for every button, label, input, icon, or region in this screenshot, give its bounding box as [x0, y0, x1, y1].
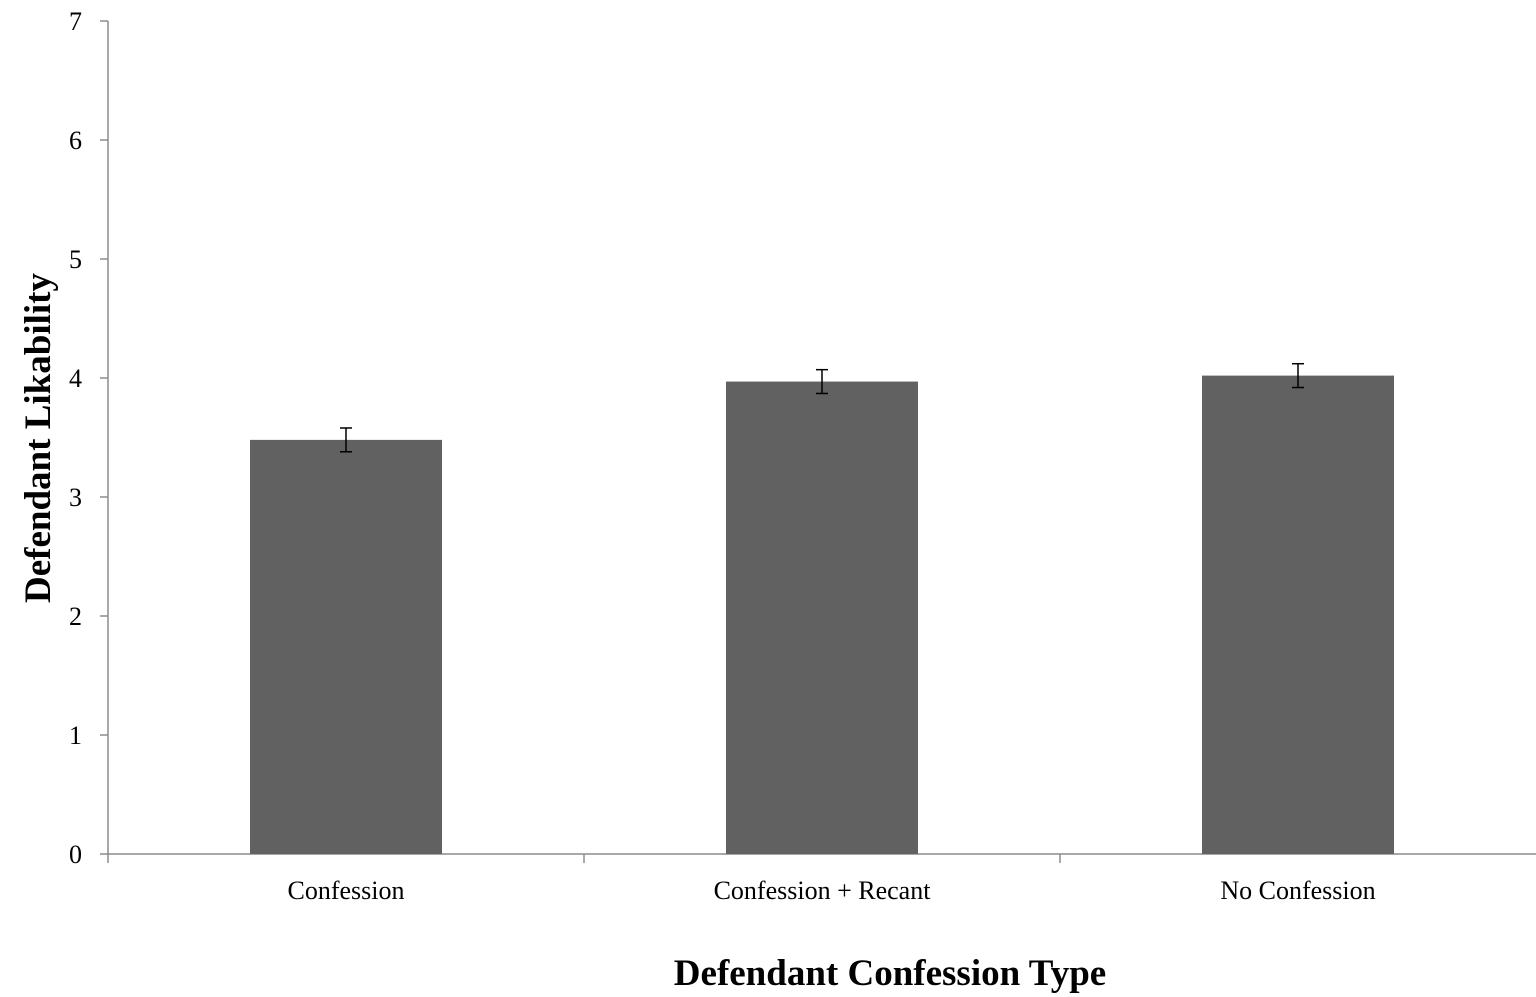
y-tick-label: 4 [69, 364, 82, 393]
y-ticks: 0 1 2 3 4 5 6 7 [69, 7, 108, 869]
y-tick-label: 0 [69, 840, 82, 869]
x-axis: Confession Confession + Recant No Confessi… [107, 853, 1536, 905]
error-bars [340, 362, 1304, 453]
y-tick-label: 2 [69, 602, 82, 631]
error-bar [1292, 362, 1304, 389]
error-bar [340, 427, 352, 453]
bars [250, 375, 1394, 854]
bar [1202, 375, 1394, 854]
y-tick-label: 5 [69, 245, 82, 274]
y-axis: 0 1 2 3 4 5 6 7 [69, 7, 109, 869]
y-tick-label: 3 [69, 483, 82, 512]
x-axis-title: Defendant Confession Type [674, 953, 1106, 994]
bar [250, 439, 442, 854]
x-ticks: Confession Confession + Recant No Confessi… [107, 854, 1376, 905]
y-tick-label: 7 [69, 7, 82, 36]
y-tick-label: 6 [69, 126, 82, 155]
bar [726, 381, 918, 854]
error-bar [816, 368, 828, 395]
x-tick-label: Confession + Recant [714, 876, 932, 905]
x-tick-label: Confession [288, 876, 405, 905]
y-axis-title: Defendant Likability [18, 273, 59, 603]
y-tick-label: 1 [69, 721, 82, 750]
x-tick-label: No Confession [1220, 876, 1375, 905]
